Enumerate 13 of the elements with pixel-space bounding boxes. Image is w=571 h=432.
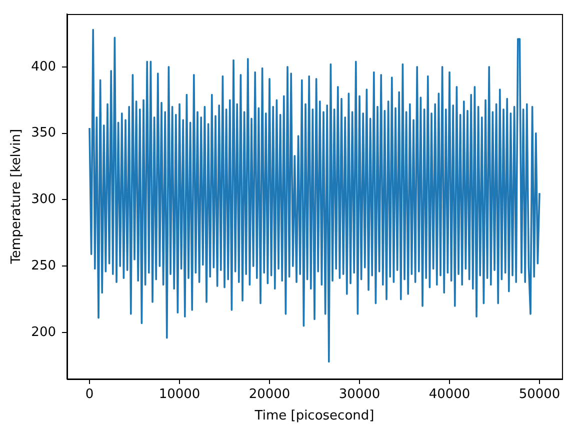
x-tick-label: 0: [85, 387, 94, 402]
y-tick-label: 350: [31, 126, 56, 141]
x-axis-title: Time [picosecond]: [254, 408, 374, 424]
x-tick-label: 30000: [338, 387, 380, 402]
y-tick-label: 400: [31, 59, 56, 74]
x-tick-label: 10000: [158, 387, 200, 402]
y-tick-label: 300: [31, 192, 56, 208]
y-tick-label: 200: [31, 324, 56, 340]
x-tick-label: 40000: [428, 387, 470, 402]
y-axis-title: Temperature [kelvin]: [9, 128, 24, 265]
y-tick-label: 250: [31, 258, 56, 274]
x-tick-label: 20000: [248, 387, 290, 402]
x-tick-label: 50000: [518, 387, 560, 402]
